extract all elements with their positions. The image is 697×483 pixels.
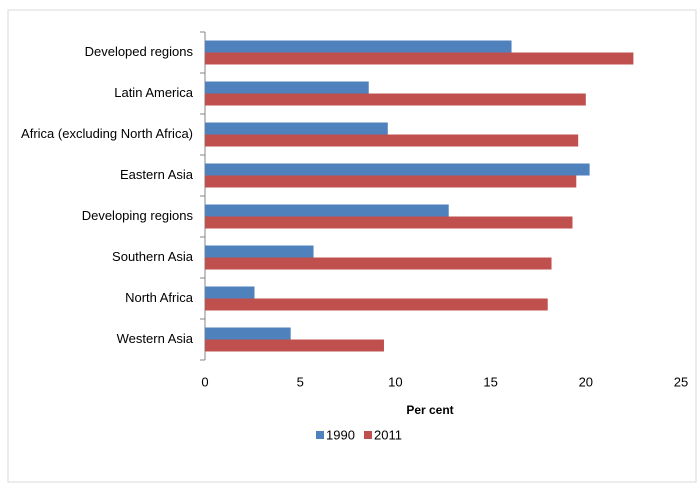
bar: [205, 245, 314, 258]
x-tick-label: 5: [297, 374, 304, 389]
bar: [205, 175, 577, 188]
legend-swatch: [316, 431, 324, 439]
x-axis-label: Per cent: [406, 403, 453, 417]
bar: [205, 257, 552, 270]
chart-frame: [7, 9, 697, 483]
legend-label: 1990: [326, 427, 355, 442]
legend-label: 2011: [374, 427, 402, 442]
legend-swatch: [364, 431, 372, 439]
bar: [205, 163, 590, 176]
bar: [205, 339, 384, 352]
x-tick-label: 15: [483, 374, 497, 389]
bar: [205, 122, 388, 135]
x-tick-label: 25: [674, 374, 688, 389]
bar: [205, 134, 579, 147]
x-tick-label: 20: [579, 374, 593, 389]
y-tick-label: North Africa: [125, 290, 194, 305]
y-tick-label: Developed regions: [85, 44, 194, 59]
x-tick-label: 0: [201, 374, 208, 389]
bar: [205, 216, 573, 229]
bar: [205, 40, 512, 53]
bar: [205, 93, 586, 106]
bar: [205, 81, 369, 94]
y-tick-label: Africa (excluding North Africa): [21, 126, 193, 141]
y-tick-label: Southern Asia: [112, 249, 194, 264]
y-tick-label: Western Asia: [117, 331, 194, 346]
bar: [205, 298, 548, 311]
bar: [205, 286, 255, 299]
bar: [205, 327, 291, 340]
y-tick-label: Developing regions: [82, 208, 194, 223]
y-tick-label: Latin America: [114, 85, 194, 100]
bar: [205, 204, 449, 217]
bar: [205, 52, 634, 65]
y-tick-label: Eastern Asia: [120, 167, 194, 182]
x-tick-label: 10: [388, 374, 402, 389]
